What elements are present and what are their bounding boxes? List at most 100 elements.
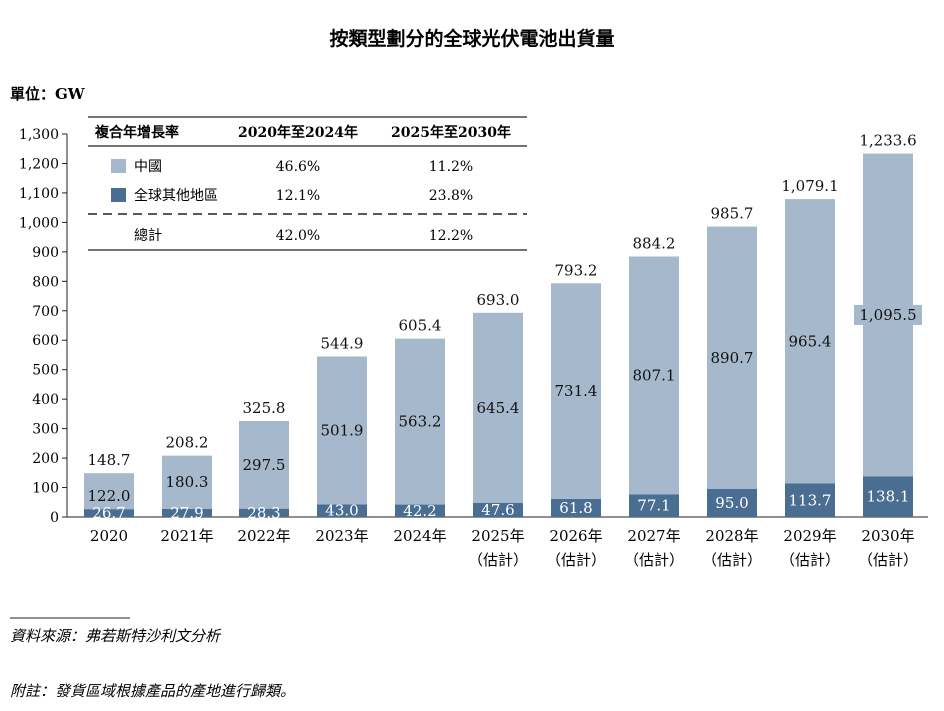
value-label-china: 731.4	[555, 382, 598, 400]
bar-china	[84, 473, 134, 510]
x-category-label: 2029年	[783, 527, 836, 545]
bar-rest-of-world	[551, 498, 601, 517]
x-category-label: 2024年	[393, 527, 446, 545]
value-label-rest-of-world: 95.0	[715, 494, 748, 512]
y-tick-label: 1,300	[19, 127, 59, 143]
value-label-china: 965.4	[789, 332, 832, 350]
table-header-label: 複合年增長率	[94, 124, 179, 141]
x-category-label: （估計）	[468, 551, 528, 569]
total-label: 148.7	[88, 451, 131, 469]
bar-rest-of-world	[317, 504, 367, 517]
cagr-value: 12.1%	[276, 188, 320, 204]
cagr-value: 46.6%	[276, 159, 320, 175]
bar-rest-of-world	[84, 509, 134, 517]
value-label-rest-of-world: 42.2	[403, 502, 436, 520]
y-tick-label: 1,000	[19, 215, 59, 231]
x-category-label: （估計）	[702, 551, 762, 569]
bar-china	[473, 312, 523, 503]
bar-rest-of-world	[239, 508, 289, 517]
bar-china	[785, 199, 835, 484]
total-label: 985.7	[711, 205, 754, 223]
cagr-value: 42.0%	[276, 228, 320, 244]
value-label-china: 122.0	[88, 487, 131, 505]
y-tick-label: 400	[32, 392, 59, 408]
x-category-label: 2021年	[160, 527, 213, 545]
x-category-label: 2030年	[861, 527, 914, 545]
value-label-china: 563.2	[399, 413, 442, 431]
value-label-rest-of-world: 113.7	[789, 491, 832, 509]
total-label: 793.2	[555, 261, 598, 279]
total-label: 1,079.1	[781, 177, 838, 195]
value-label-china: 501.9	[321, 421, 364, 439]
legend-label: 中國	[134, 159, 162, 175]
x-category-label: 2025年	[471, 527, 524, 545]
legend-label-total: 總計	[134, 227, 162, 244]
bar-china	[551, 283, 601, 499]
y-tick-label: 700	[32, 304, 59, 320]
bar-rest-of-world	[473, 502, 523, 517]
cagr-value: 12.2%	[429, 228, 473, 244]
value-label-box	[854, 304, 922, 325]
cagr-value: 11.2%	[429, 159, 473, 175]
x-category-label: （估計）	[858, 551, 918, 569]
value-label-rest-of-world: 77.1	[637, 497, 670, 515]
bar-rest-of-world	[785, 483, 835, 517]
y-tick-label: 100	[32, 481, 59, 497]
x-category-label: （估計）	[780, 551, 840, 569]
legend-label: 全球其他地區	[134, 187, 218, 204]
x-category-label: （估計）	[546, 551, 606, 569]
value-label-rest-of-world: 26.7	[92, 504, 125, 522]
bar-china	[395, 338, 445, 505]
value-label-rest-of-world: 43.0	[325, 502, 358, 520]
table-header-period2: 2025年至2030年	[391, 124, 511, 141]
y-tick-label: 300	[32, 422, 59, 438]
y-axis: 0 100 200 300 400 500 600 700 800 900 1,000 1,100 1,…	[19, 127, 928, 526]
bar-china	[317, 356, 367, 505]
value-label-china: 1,095.5	[859, 306, 916, 324]
x-category-label: 2020	[90, 527, 128, 545]
legend-swatch	[111, 188, 126, 202]
value-label-rest-of-world: 27.9	[170, 504, 203, 522]
unit-label: 單位：GW	[10, 85, 86, 103]
bar-rest-of-world	[395, 504, 445, 517]
bar-rest-of-world	[707, 489, 757, 517]
table-header-period1: 2020年至2024年	[238, 124, 358, 141]
value-label-rest-of-world: 138.1	[867, 488, 910, 506]
y-tick-label: 900	[32, 245, 59, 261]
cagr-value: 23.8%	[429, 188, 473, 204]
source-note: 資料來源：弗若斯特沙利文分析	[10, 627, 222, 645]
bar-rest-of-world	[629, 494, 679, 517]
total-label: 544.9	[321, 334, 364, 352]
y-tick-label: 1,100	[19, 186, 59, 202]
bar-china	[162, 455, 212, 509]
value-label-china: 297.5	[243, 456, 286, 474]
y-tick-label: 0	[50, 510, 59, 526]
total-label: 1,233.6	[859, 132, 916, 150]
y-tick-label: 800	[32, 274, 59, 290]
value-label-rest-of-world: 61.8	[559, 499, 592, 517]
x-category-label: 2026年	[549, 527, 602, 545]
bar-rest-of-world	[863, 476, 913, 517]
value-label-rest-of-world: 28.3	[247, 504, 280, 522]
value-label-china: 890.7	[711, 349, 754, 367]
total-label: 693.0	[477, 291, 520, 309]
x-category-label: 2022年	[237, 527, 290, 545]
y-tick-label: 200	[32, 451, 59, 467]
value-label-china: 807.1	[633, 366, 676, 384]
y-tick-label: 1,200	[19, 156, 59, 172]
bar-china	[239, 421, 289, 509]
value-label-china: 645.4	[477, 399, 520, 417]
value-label-rest-of-world: 47.6	[481, 501, 514, 519]
chart-title: 按類型劃分的全球光伏電池出貨量	[329, 27, 614, 50]
y-tick-label: 500	[32, 363, 59, 379]
x-category-label: 2023年	[315, 527, 368, 545]
legend-swatch	[111, 159, 126, 173]
total-label: 325.8	[243, 399, 286, 417]
value-label-china: 180.3	[166, 473, 209, 491]
bar-rest-of-world	[162, 508, 212, 517]
x-category-label: （估計）	[624, 551, 684, 569]
x-category-label: 2027年	[627, 527, 680, 545]
